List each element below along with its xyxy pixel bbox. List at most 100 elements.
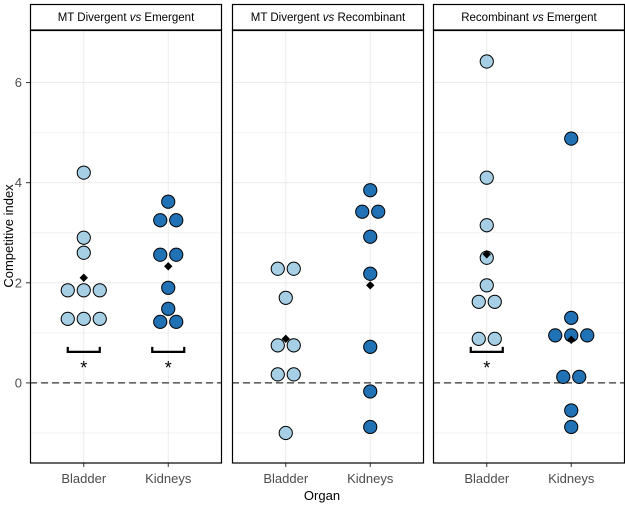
panel-strip bbox=[432, 3, 625, 32]
data-point bbox=[580, 328, 595, 343]
data-point bbox=[60, 311, 75, 326]
series-bladder: * bbox=[60, 165, 107, 378]
panel-title: MT Divergent vs Emergent bbox=[58, 12, 195, 24]
panel-border bbox=[29, 29, 223, 464]
x-tick-label: Kidneys bbox=[548, 471, 595, 486]
data-point bbox=[363, 229, 378, 244]
data-point bbox=[161, 280, 176, 295]
panel-title-part: Recombinant bbox=[461, 12, 532, 24]
data-point bbox=[479, 170, 494, 185]
data-point bbox=[278, 425, 293, 441]
significance-star: * bbox=[483, 358, 490, 378]
data-point bbox=[270, 338, 285, 353]
series-bladder: * bbox=[469, 54, 504, 378]
gridlines bbox=[433, 30, 625, 463]
panel-background bbox=[30, 30, 222, 463]
gridlines bbox=[232, 30, 424, 463]
panel-title-part: Recombinant bbox=[334, 12, 406, 24]
y-axis-title: Competitive index bbox=[1, 184, 16, 288]
panel-title-part: MT Divergent bbox=[251, 12, 323, 24]
data-point bbox=[487, 331, 502, 346]
y-tick-label: 0 bbox=[15, 375, 22, 390]
data-point bbox=[169, 314, 184, 329]
x-tick-label: Bladder bbox=[61, 471, 106, 486]
series-kidneys: * bbox=[151, 194, 186, 378]
data-point bbox=[363, 419, 378, 435]
data-point bbox=[286, 367, 301, 382]
mean-marker bbox=[366, 281, 375, 290]
x-tick-label: Bladder bbox=[263, 471, 308, 486]
panel-background bbox=[433, 30, 625, 463]
panel-title: Recombinant vs Emergent bbox=[461, 12, 597, 24]
data-point bbox=[363, 266, 378, 281]
mean-marker bbox=[164, 262, 173, 271]
panel-title-part: MT Divergent bbox=[58, 12, 130, 24]
mean-marker bbox=[281, 334, 290, 344]
panel-title-part: Emergent bbox=[141, 12, 195, 24]
data-point bbox=[153, 213, 168, 228]
data-point bbox=[564, 403, 579, 418]
data-point bbox=[363, 183, 378, 198]
data-point bbox=[479, 278, 494, 293]
y-axis: Competitive index 0 2 4 6 bbox=[1, 75, 30, 390]
data-point bbox=[564, 310, 579, 325]
panel-background bbox=[232, 30, 424, 463]
panel-title-part: Emergent bbox=[544, 12, 598, 24]
data-point bbox=[471, 331, 486, 346]
data-point bbox=[60, 283, 75, 298]
data-point bbox=[479, 54, 494, 69]
data-point bbox=[92, 311, 107, 326]
data-point bbox=[153, 247, 168, 262]
x-tick-label: Bladder bbox=[464, 471, 509, 486]
mean-marker bbox=[567, 335, 576, 345]
mean-marker bbox=[482, 250, 491, 259]
series-kidneys bbox=[355, 183, 386, 435]
data-point bbox=[556, 369, 571, 385]
panel-title-part: vs bbox=[323, 12, 335, 24]
data-point bbox=[363, 384, 378, 399]
x-axis-title: Organ bbox=[304, 488, 340, 503]
panel-title-part: vs bbox=[130, 12, 142, 24]
panel-strip bbox=[29, 3, 223, 32]
facet-panel: Recombinant vs Emergent Bladder Kidneys * bbox=[432, 3, 625, 486]
data-point bbox=[479, 218, 494, 233]
data-point bbox=[92, 283, 107, 298]
data-point bbox=[487, 294, 502, 309]
data-point bbox=[153, 314, 168, 329]
data-point bbox=[161, 301, 176, 316]
facet-panel: MT Divergent vs Recombinant Bladder Kidney… bbox=[231, 3, 425, 486]
data-point bbox=[76, 283, 91, 298]
data-point bbox=[270, 367, 285, 382]
data-point bbox=[548, 328, 563, 343]
facet-panels: MT Divergent vs Emergent Bladder Kidneys * *… bbox=[29, 3, 625, 486]
data-point bbox=[286, 338, 301, 353]
y-tick-label: 6 bbox=[15, 75, 22, 90]
mean-marker bbox=[79, 273, 88, 282]
y-tick-label: 4 bbox=[15, 175, 22, 190]
y-tick-label: 2 bbox=[15, 275, 22, 290]
data-point bbox=[363, 339, 378, 354]
data-point bbox=[161, 194, 176, 209]
data-point bbox=[471, 294, 486, 309]
data-point bbox=[169, 213, 184, 228]
data-point bbox=[76, 311, 91, 326]
series-bladder bbox=[270, 261, 301, 441]
significance-bracket bbox=[151, 346, 186, 353]
data-point bbox=[76, 245, 91, 260]
panel-border bbox=[231, 29, 425, 464]
data-point bbox=[564, 131, 579, 146]
data-point bbox=[270, 261, 285, 276]
data-point bbox=[278, 290, 293, 305]
significance-star: * bbox=[165, 358, 172, 378]
data-point bbox=[76, 165, 91, 180]
data-point bbox=[286, 261, 301, 276]
x-tick-label: Kidneys bbox=[347, 471, 394, 486]
data-point bbox=[355, 204, 370, 219]
data-point bbox=[371, 204, 386, 219]
data-point bbox=[572, 369, 587, 385]
x-tick-label: Kidneys bbox=[145, 471, 192, 486]
data-point bbox=[564, 419, 579, 435]
significance-bracket bbox=[469, 346, 504, 353]
panel-title-part: vs bbox=[532, 12, 544, 24]
facet-panel: MT Divergent vs Emergent Bladder Kidneys * * bbox=[29, 3, 223, 486]
